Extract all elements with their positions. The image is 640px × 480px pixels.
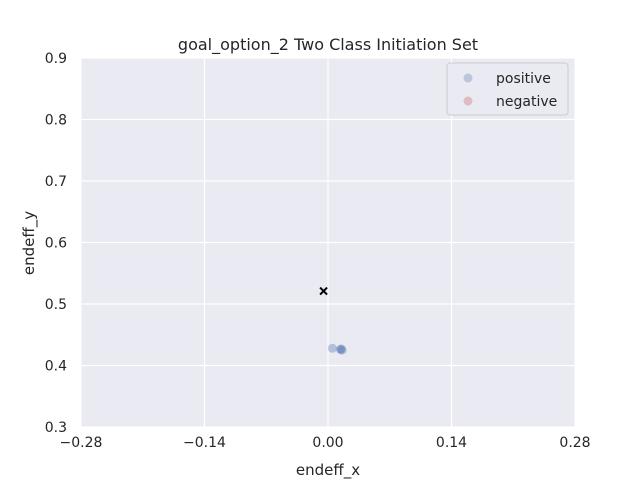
positive-point bbox=[336, 344, 346, 354]
y-axis-label: endeff_y bbox=[20, 211, 39, 275]
x-tick-label: 0.14 bbox=[436, 435, 467, 451]
x-marker-point bbox=[319, 286, 328, 296]
positive-point bbox=[327, 343, 337, 353]
x-axis-label: endeff_x bbox=[296, 461, 360, 480]
grid bbox=[80, 57, 576, 428]
legend-frame bbox=[446, 62, 569, 116]
y-tick-label: 0.9 bbox=[45, 51, 67, 67]
legend-marker-negative bbox=[463, 96, 473, 106]
x-tick-label: 0.28 bbox=[559, 435, 590, 451]
y-tick-label: 0.3 bbox=[45, 420, 67, 436]
y-tick-label: 0.4 bbox=[45, 359, 67, 375]
y-tick-label: 0.8 bbox=[45, 113, 67, 129]
legend-label-negative: negative bbox=[496, 94, 557, 110]
y-tick-label: 0.6 bbox=[45, 236, 67, 252]
chart-title: goal_option_2 Two Class Initiation Set bbox=[178, 35, 478, 55]
legend-marker-positive bbox=[463, 73, 473, 83]
legend-label-positive: positive bbox=[496, 71, 551, 87]
positive-point bbox=[335, 345, 345, 355]
x-tick-label: −0.14 bbox=[183, 435, 226, 451]
y-tick-label: 0.7 bbox=[45, 174, 67, 190]
y-tick-label: 0.5 bbox=[45, 297, 67, 313]
data-points bbox=[319, 286, 347, 355]
positive-point bbox=[337, 345, 347, 355]
x-tick-labels: −0.28 −0.14 0.00 0.14 0.28 bbox=[60, 435, 591, 451]
y-tick-labels: 0.3 0.4 0.5 0.6 0.7 0.8 0.9 bbox=[45, 51, 67, 436]
x-tick-label: 0.00 bbox=[312, 435, 343, 451]
legend: positive negative bbox=[446, 62, 569, 116]
x-tick-label: −0.28 bbox=[60, 435, 103, 451]
